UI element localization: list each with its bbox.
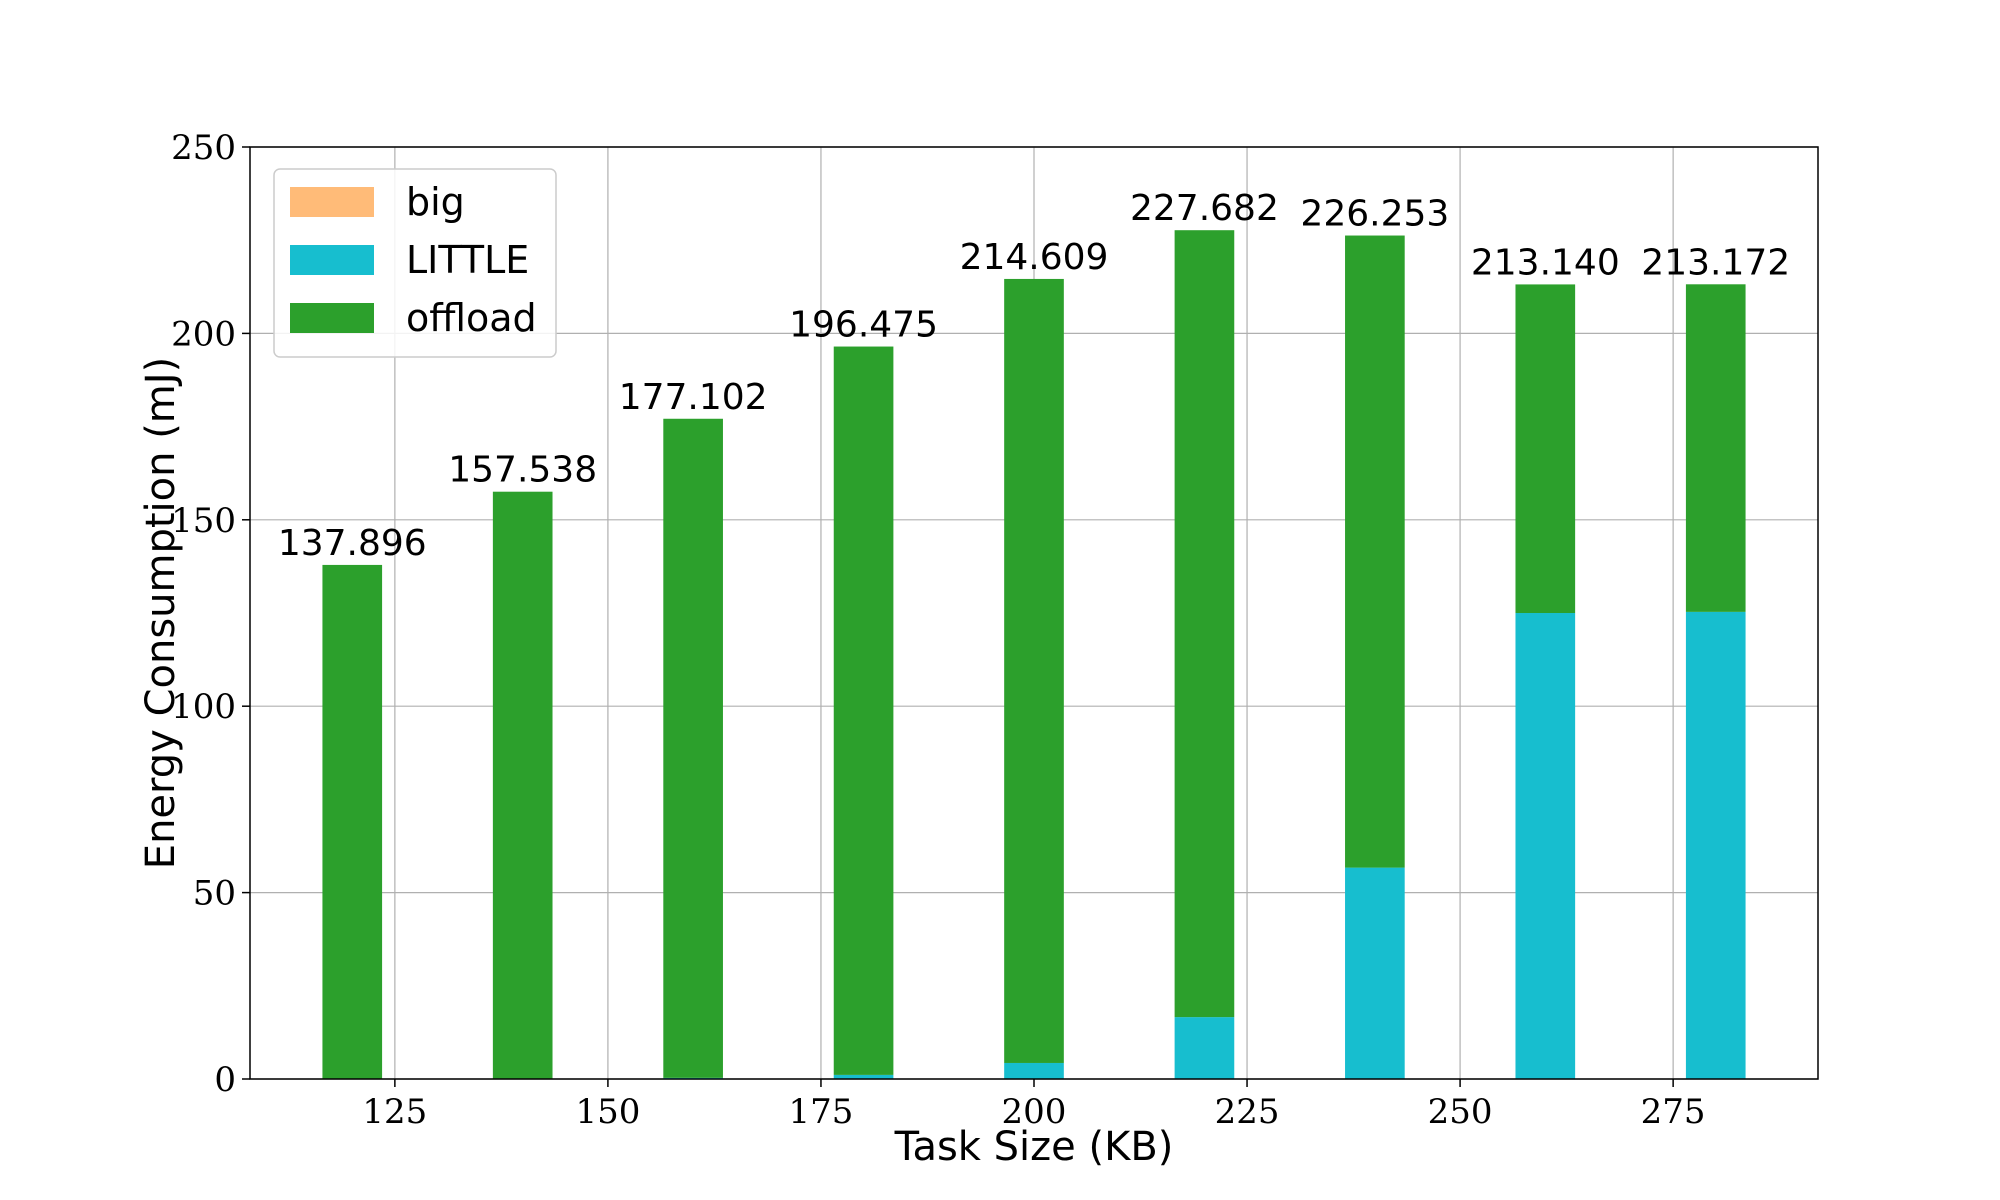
bar-offload <box>492 491 553 1079</box>
y-tick-label: 250 <box>171 128 236 168</box>
bar-offload <box>1685 284 1746 612</box>
legend-label-little: LITTLE <box>406 238 529 282</box>
bar-total-label: 157.538 <box>448 450 597 491</box>
bar-total-label: 177.102 <box>619 377 768 418</box>
y-tick-label: 50 <box>193 874 236 914</box>
bar-offload <box>1174 230 1235 1018</box>
bar-total-labels: 137.896 157.538 177.102 196.475 214.609 227.6… <box>278 188 1790 564</box>
x-tick-label: 225 <box>1215 1092 1280 1132</box>
bar-little <box>1004 1062 1064 1079</box>
bar-offload <box>833 346 894 1075</box>
y-tick-label: 0 <box>214 1060 236 1100</box>
bar-offload <box>1515 284 1576 613</box>
legend-swatch-big <box>290 187 374 217</box>
x-tick-label: 200 <box>1002 1092 1067 1132</box>
bars <box>322 230 1746 1079</box>
legend-swatch-little <box>290 245 374 275</box>
bar-offload <box>1004 278 1064 1063</box>
x-tick-label: 175 <box>789 1092 854 1132</box>
legend-swatch-offload <box>290 303 374 333</box>
bar-little <box>1515 613 1576 1079</box>
y-axis-title: Energy Consumption (mJ) <box>138 357 184 869</box>
bar-total-label: 227.682 <box>1130 188 1279 229</box>
bar-offload <box>1345 235 1405 868</box>
x-axis-title: Task Size (KB) <box>894 1124 1174 1170</box>
bar-little <box>833 1074 894 1079</box>
bar-total-label: 213.172 <box>1641 242 1790 283</box>
legend: big LITTLE offload <box>273 168 557 358</box>
x-tick-label: 150 <box>575 1092 640 1132</box>
legend-label-big: big <box>406 180 465 224</box>
bar-little <box>1174 1017 1235 1079</box>
y-tick-label: 100 <box>171 687 236 727</box>
bar-total-label: 137.896 <box>278 523 427 564</box>
bar-little <box>1345 867 1405 1079</box>
bar-total-label: 196.475 <box>789 305 938 346</box>
legend-label-offload: offload <box>406 296 537 340</box>
y-tick-label: 150 <box>171 501 236 541</box>
bar-total-label: 226.253 <box>1300 194 1449 235</box>
bar-little <box>1685 611 1746 1079</box>
y-tick-label: 200 <box>171 314 236 354</box>
axis-ticks: 0 50 100 150 200 250 125 150 175 200 225 250 275 <box>171 128 1705 1132</box>
bar-offload <box>322 564 383 1079</box>
bar-offload <box>663 418 723 1078</box>
x-tick-label: 250 <box>1428 1092 1493 1132</box>
x-tick-label: 125 <box>362 1092 427 1132</box>
x-tick-label: 275 <box>1641 1092 1706 1132</box>
bar-total-label: 213.140 <box>1471 242 1620 283</box>
bar-total-label: 214.609 <box>960 237 1109 278</box>
